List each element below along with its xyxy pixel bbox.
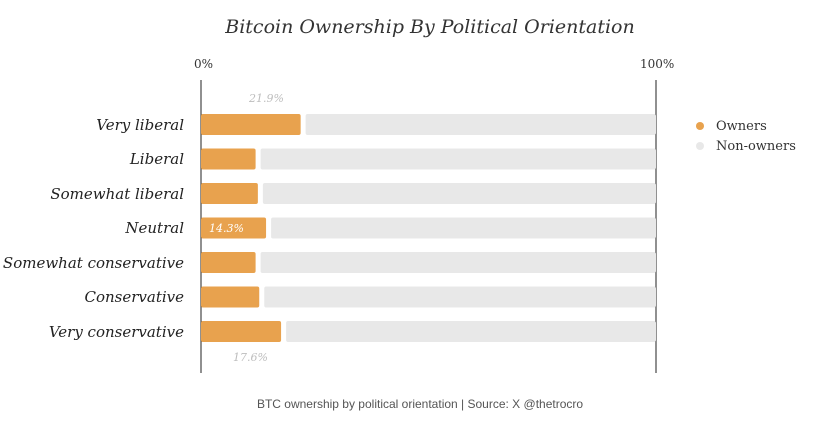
x-tick-max: 100% <box>640 57 675 71</box>
data-label-inside: 14.3% <box>209 221 244 235</box>
bar-owners <box>201 114 301 135</box>
legend-item-non-owners: Non-owners <box>696 136 796 156</box>
data-label-above: 21.9% <box>249 92 284 105</box>
legend-swatch-owners <box>696 122 704 130</box>
bar-owners <box>201 321 282 342</box>
bar-non-owners <box>271 217 656 239</box>
category-label: Conservative <box>84 288 184 306</box>
bar-owners <box>201 252 256 273</box>
bar-non-owners <box>305 114 656 135</box>
category-label: Somewhat conservative <box>2 253 184 272</box>
bar-non-owners <box>260 252 656 273</box>
legend-label-owners: Owners <box>716 118 767 134</box>
legend-item-owners: Owners <box>696 116 796 136</box>
legend-swatch-non-owners <box>696 142 704 150</box>
legend-label-non-owners: Non-owners <box>716 138 796 154</box>
bar-non-owners <box>260 148 656 170</box>
data-label-below: 17.6% <box>233 351 268 364</box>
bar-owners <box>201 217 267 239</box>
bar-owners <box>201 148 256 170</box>
legend: Owners Non-owners <box>696 116 796 156</box>
bar-owners <box>201 183 258 204</box>
bar-non-owners <box>262 183 656 204</box>
category-label: Neutral <box>125 219 184 237</box>
chart-caption: BTC ownership by political orientation |… <box>256 397 584 411</box>
category-label: Somewhat liberal <box>50 184 184 203</box>
category-label: Very liberal <box>96 115 184 134</box>
category-label: Very conservative <box>48 322 184 341</box>
category-label: Liberal <box>129 150 184 168</box>
x-tick-min: 0% <box>194 57 214 71</box>
bar-non-owners <box>264 286 656 308</box>
chart-title: Bitcoin Ownership By Political Orientati… <box>225 16 635 38</box>
bar-owners <box>201 286 260 308</box>
bar-non-owners <box>286 321 656 342</box>
